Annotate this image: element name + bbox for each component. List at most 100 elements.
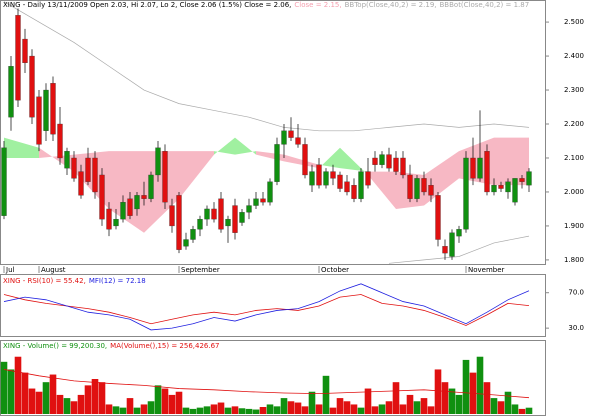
volume-bar (21, 372, 29, 414)
candle-body (260, 198, 266, 203)
volume-bar (364, 388, 372, 414)
volume-bar (231, 406, 239, 414)
volume-bar (497, 401, 505, 414)
volume-bar (525, 407, 533, 414)
legend: XING - RSI(10) = 55.42, MFI(12) = 72.18 (3, 277, 146, 285)
candle-body (274, 144, 280, 182)
volume-bar (35, 391, 43, 414)
candle-body (29, 55, 35, 118)
legend-entry: MA(Volume(),15) = 256,426.67 (110, 342, 219, 350)
indicator-line (3, 294, 530, 326)
volume-bar (511, 404, 519, 414)
volume-bar (329, 407, 337, 414)
candle-body (218, 198, 224, 230)
candle-body (197, 218, 203, 230)
cloud (4, 137, 39, 158)
volume-bar (280, 398, 288, 414)
y-tick-label: 2.000 (564, 188, 584, 196)
volume-bar (392, 382, 400, 414)
volume-bar (413, 401, 421, 414)
volume-bar (371, 406, 379, 414)
candle-body (414, 178, 420, 199)
cloud (109, 151, 144, 233)
candle-body (435, 195, 441, 240)
candle-body (169, 205, 175, 227)
volume-bar (0, 361, 8, 414)
volume-bar (14, 356, 22, 414)
bb-top (3, 1, 530, 132)
candle-body (386, 154, 392, 169)
volume-bar (266, 404, 274, 414)
y-tick-label: 1.800 (564, 256, 584, 264)
y-tick-label: 2.400 (564, 52, 584, 60)
candle-body (92, 157, 98, 193)
cloud (494, 137, 529, 186)
volume-bar (168, 394, 176, 414)
volume-bar (434, 369, 442, 414)
volume-bar (455, 394, 463, 414)
candle-body (267, 181, 273, 203)
x-tick-label: November (468, 266, 505, 274)
candle-body (211, 208, 217, 220)
candle-body (36, 96, 42, 145)
candle-body (232, 205, 238, 233)
candle-body (351, 185, 357, 199)
x-tick-label: October (321, 266, 349, 274)
volume-bar (350, 404, 358, 414)
candle-body (190, 229, 196, 240)
candle-body (106, 208, 112, 230)
candle-body (512, 178, 518, 203)
volume-bar (385, 401, 393, 414)
candle-body (162, 151, 168, 203)
candle-body (400, 157, 406, 176)
volume-bar (133, 407, 141, 414)
candle-body (50, 83, 56, 135)
volume-bar (294, 402, 302, 414)
volume-bar (63, 398, 71, 414)
candle-body (64, 151, 70, 169)
candle-body (127, 198, 133, 216)
candle-body (477, 157, 483, 179)
volume-bar (84, 385, 92, 414)
volume-bar (147, 401, 155, 414)
y-tick-label: 70.0 (568, 289, 584, 297)
candle-body (316, 164, 322, 186)
cloud (235, 137, 256, 155)
rsi-pane (0, 274, 546, 337)
candle-body (365, 171, 371, 186)
candle-body (526, 171, 532, 186)
volume-bar (259, 407, 267, 414)
volume-bar (161, 388, 169, 414)
legend-entry: BBTop(Close,40,2) = 2.19, (345, 1, 437, 9)
volume-bar (427, 406, 435, 414)
volume-bar (105, 404, 113, 414)
candle-body (407, 174, 413, 199)
candle-body (183, 239, 189, 247)
candle-body (421, 178, 427, 193)
volume-bar (252, 409, 260, 414)
candle-body (8, 66, 14, 118)
legend-entry: Close = 2.15, (294, 1, 341, 9)
cloud (319, 147, 340, 169)
candle-body (309, 171, 315, 186)
candle-body (344, 181, 350, 193)
candle-body (1, 147, 7, 216)
candle-body (85, 157, 91, 182)
y-tick-label: 30.0 (568, 324, 584, 332)
y-tick-label: 2.300 (564, 86, 584, 94)
candle-body (498, 185, 504, 189)
candle-body (302, 144, 308, 176)
volume-bar (357, 407, 365, 414)
volume-bar (91, 379, 99, 414)
volume-bar (224, 407, 232, 414)
volume-bar (406, 394, 414, 414)
volume-bar (315, 404, 323, 414)
candle-body (372, 157, 378, 165)
candle-body (484, 151, 490, 193)
volume-bar (399, 404, 407, 414)
volume-bar (28, 388, 36, 414)
candle-body (113, 218, 119, 227)
volume-bar (420, 398, 428, 414)
